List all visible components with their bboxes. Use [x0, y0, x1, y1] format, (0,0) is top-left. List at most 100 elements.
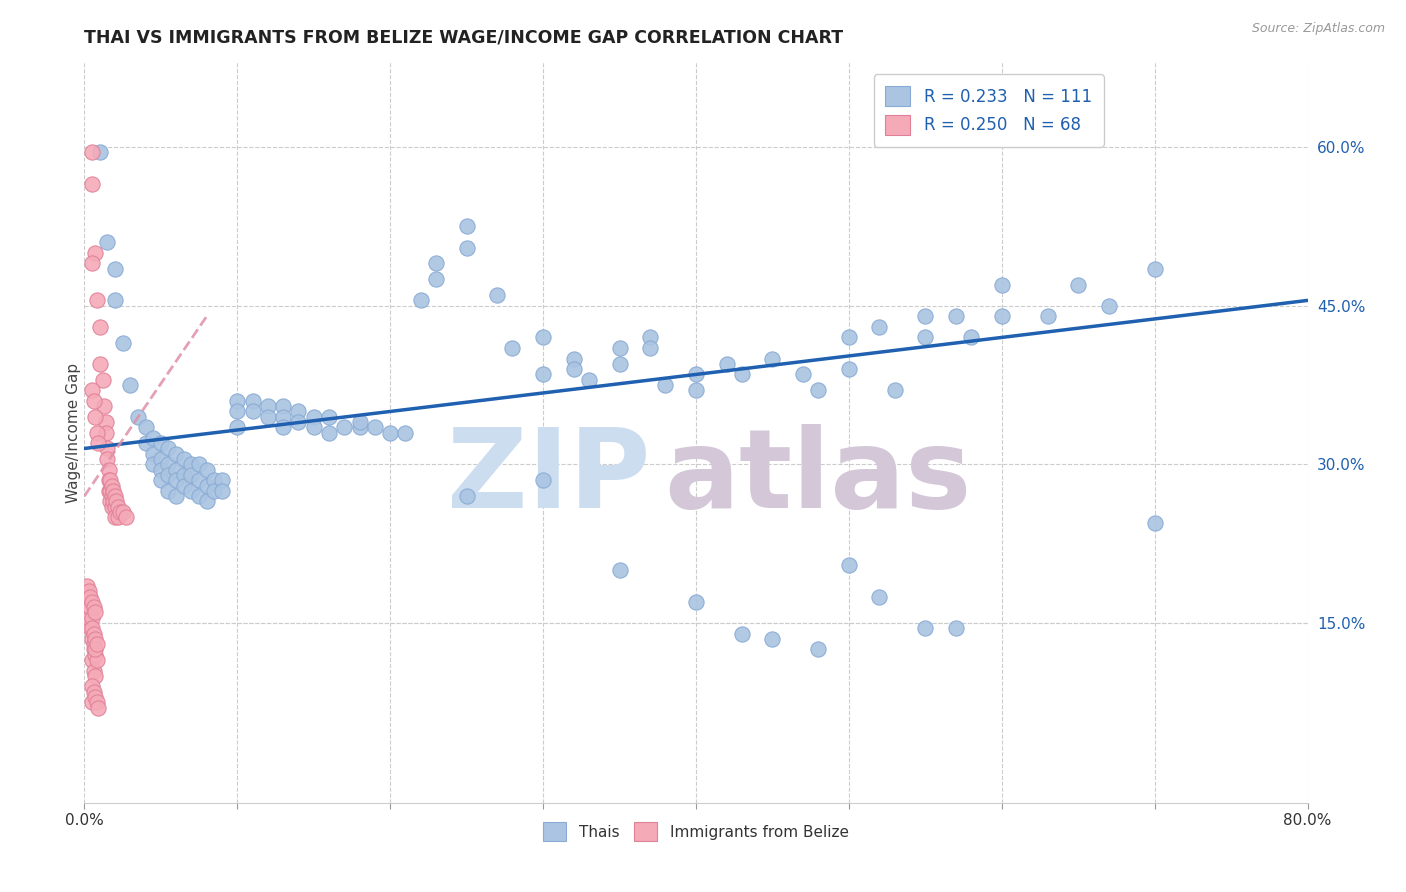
Legend: Thais, Immigrants from Belize: Thais, Immigrants from Belize — [537, 816, 855, 847]
Point — [149, 436, 172, 450]
Point — [84, 632, 107, 646]
Text: ZIP: ZIP — [447, 424, 651, 531]
Point — [101, 489, 124, 503]
Point — [333, 420, 356, 434]
Point — [456, 489, 478, 503]
Point — [869, 319, 891, 334]
Point — [731, 368, 754, 382]
Point — [135, 420, 157, 434]
Point — [80, 145, 103, 160]
Point — [104, 293, 127, 308]
Point — [87, 436, 110, 450]
Point — [94, 425, 117, 440]
Point — [1036, 310, 1059, 324]
Point — [83, 637, 105, 651]
Point — [562, 351, 585, 366]
Point — [83, 393, 105, 408]
Point — [83, 626, 105, 640]
Point — [80, 695, 103, 709]
Point — [86, 653, 108, 667]
Point — [157, 467, 180, 482]
Point — [89, 145, 111, 160]
Point — [84, 245, 107, 260]
Point — [142, 431, 165, 445]
Point — [486, 288, 509, 302]
Point — [609, 563, 631, 577]
Point — [91, 373, 114, 387]
Point — [173, 452, 195, 467]
Text: Source: ZipAtlas.com: Source: ZipAtlas.com — [1251, 22, 1385, 36]
Point — [226, 393, 249, 408]
Point — [149, 463, 172, 477]
Point — [107, 500, 129, 514]
Point — [792, 368, 814, 382]
Point — [287, 404, 309, 418]
Point — [94, 415, 117, 429]
Point — [380, 425, 402, 440]
Point — [87, 700, 110, 714]
Point — [502, 341, 524, 355]
Point — [83, 600, 105, 615]
Point — [108, 505, 131, 519]
Point — [165, 473, 187, 487]
Point — [86, 293, 108, 308]
Point — [685, 384, 707, 398]
Point — [195, 478, 218, 492]
Point — [180, 458, 202, 472]
Point — [84, 642, 107, 657]
Point — [638, 341, 661, 355]
Point — [111, 505, 134, 519]
Point — [202, 473, 225, 487]
Point — [127, 409, 149, 424]
Point — [180, 483, 202, 498]
Point — [114, 510, 136, 524]
Point — [211, 483, 233, 498]
Point — [180, 467, 202, 482]
Text: THAI VS IMMIGRANTS FROM BELIZE WAGE/INCOME GAP CORRELATION CHART: THAI VS IMMIGRANTS FROM BELIZE WAGE/INCO… — [84, 29, 844, 47]
Point — [1098, 299, 1121, 313]
Point — [271, 420, 294, 434]
Point — [96, 235, 118, 250]
Point — [654, 378, 676, 392]
Point — [98, 483, 121, 498]
Point — [226, 420, 249, 434]
Point — [98, 473, 121, 487]
Point — [807, 384, 830, 398]
Point — [202, 483, 225, 498]
Point — [1143, 261, 1166, 276]
Point — [97, 463, 120, 477]
Point — [97, 483, 120, 498]
Point — [120, 378, 142, 392]
Point — [609, 341, 631, 355]
Point — [425, 256, 447, 270]
Point — [869, 590, 891, 604]
Point — [96, 442, 118, 456]
Point — [157, 483, 180, 498]
Point — [456, 240, 478, 255]
Point — [104, 500, 127, 514]
Point — [731, 626, 754, 640]
Point — [807, 642, 830, 657]
Point — [80, 256, 103, 270]
Point — [838, 362, 860, 376]
Point — [89, 319, 111, 334]
Point — [914, 621, 936, 635]
Point — [195, 494, 218, 508]
Point — [149, 473, 172, 487]
Point — [83, 664, 105, 678]
Point — [173, 467, 195, 482]
Point — [101, 500, 124, 514]
Point — [716, 357, 738, 371]
Point — [101, 478, 124, 492]
Point — [80, 611, 103, 625]
Point — [165, 489, 187, 503]
Point — [242, 404, 264, 418]
Point — [173, 478, 195, 492]
Point — [104, 510, 127, 524]
Point — [188, 473, 211, 487]
Point — [80, 632, 103, 646]
Point — [638, 330, 661, 344]
Point — [80, 621, 103, 635]
Point — [409, 293, 432, 308]
Point — [914, 310, 936, 324]
